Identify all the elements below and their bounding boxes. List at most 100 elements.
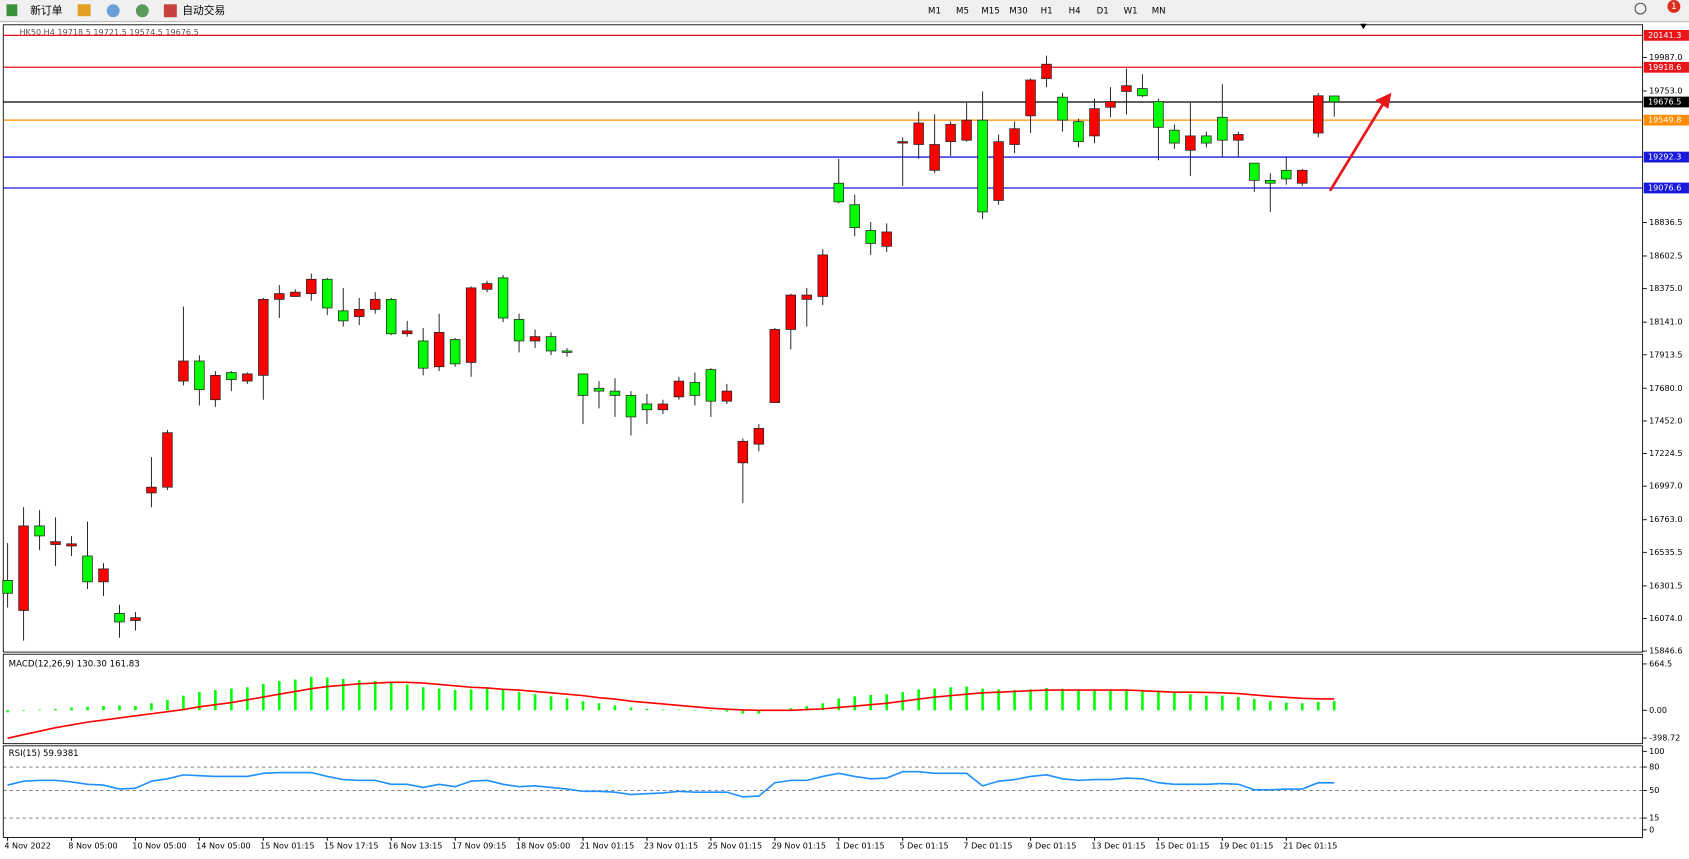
- x-tick-label: 29 Nov 01:15: [772, 841, 826, 851]
- y-tick-label: 17452.0: [1649, 415, 1682, 425]
- timeframe-button[interactable]: D1: [1097, 6, 1109, 16]
- macd-bar: [1221, 695, 1224, 711]
- candle-body: [1313, 95, 1324, 134]
- candle-body: [577, 373, 589, 396]
- candle-body: [721, 390, 733, 402]
- candle-body: [913, 122, 924, 145]
- x-tick-label: 15 Nov 01:15: [260, 841, 314, 851]
- candle-body: [34, 525, 45, 537]
- macd-bar: [1109, 690, 1112, 711]
- notification-badge[interactable]: [1667, 0, 1681, 13]
- candle-body: [641, 403, 653, 411]
- macd-bar: [597, 703, 601, 711]
- macd-bar: [549, 696, 553, 711]
- macd-bar: [725, 710, 729, 712]
- timeframe-button[interactable]: H4: [1069, 6, 1081, 16]
- auto-trading-button[interactable]: 自动交易: [182, 4, 225, 17]
- macd-bar: [437, 688, 441, 711]
- candle-body: [290, 291, 301, 297]
- macd-bar: [853, 696, 857, 711]
- candle-body: [657, 403, 669, 411]
- candle-body: [881, 231, 892, 247]
- price-tag: [1643, 96, 1689, 108]
- x-tick-label: 17 Nov 09:15: [452, 841, 506, 851]
- y-tick-label: 100: [1649, 746, 1664, 756]
- y-tick-label: 664.5: [1649, 658, 1672, 668]
- candle-body: [1329, 95, 1340, 103]
- timeframe-button[interactable]: M15: [981, 6, 999, 16]
- macd-bar: [661, 709, 665, 711]
- x-tick-label: 25 Nov 01:15: [708, 841, 762, 851]
- timeframe-button[interactable]: M1: [928, 6, 941, 16]
- price-tag: [1643, 61, 1689, 73]
- toolbar-icon[interactable]: [135, 4, 149, 18]
- timeframe-button[interactable]: M5: [956, 6, 969, 16]
- candle-body: [545, 336, 557, 352]
- timeframe-button[interactable]: W1: [1124, 6, 1138, 16]
- chart-title: HK50,H4 19718.5 19721.5 19574.5 19676.5: [19, 27, 198, 37]
- candle-body: [561, 350, 573, 353]
- macd-bar: [1332, 701, 1336, 711]
- candle-body: [1265, 179, 1276, 184]
- new-order-button[interactable]: 新订单: [30, 4, 63, 17]
- y-tick-label: -398.72: [1649, 733, 1680, 743]
- candle-body: [178, 360, 189, 382]
- macd-bar: [709, 710, 713, 711]
- x-tick-label: 7 Dec 01:15: [963, 841, 1012, 851]
- toolbar-icon[interactable]: [106, 4, 120, 18]
- y-tick-label: 16074.0: [1649, 613, 1682, 623]
- timeframe-button[interactable]: M30: [1009, 6, 1027, 16]
- macd-bar: [230, 688, 233, 711]
- candle-body: [1217, 116, 1228, 141]
- macd-bar: [677, 709, 681, 711]
- candle-body: [1281, 169, 1292, 180]
- candle-body: [1041, 63, 1052, 79]
- candle-body: [945, 124, 956, 143]
- y-tick-label: 17913.5: [1649, 349, 1682, 359]
- candle-body: [210, 374, 221, 401]
- candle-body: [401, 330, 413, 335]
- macd-bar: [645, 708, 649, 711]
- candle-body: [1009, 128, 1020, 145]
- indicator-line: [7, 770, 1335, 798]
- search-icon[interactable]: [1634, 2, 1647, 15]
- candle-body: [354, 309, 365, 317]
- timeframe-button[interactable]: H1: [1041, 6, 1053, 16]
- new-order-icon[interactable]: [6, 4, 18, 17]
- macd-bar: [997, 689, 1000, 711]
- y-tick-label: 80: [1649, 762, 1659, 772]
- macd-bar: [6, 710, 9, 713]
- macd-bar: [821, 703, 825, 711]
- macd-bar: [341, 678, 345, 711]
- macd-bar: [837, 698, 841, 711]
- x-tick-label: 14 Nov 05:00: [196, 841, 250, 851]
- indicator-line: [7, 681, 1335, 739]
- macd-bar: [1173, 692, 1176, 711]
- macd-panel: [2, 653, 1644, 745]
- toolbar-icon[interactable]: [77, 4, 91, 17]
- candle-body: [369, 298, 381, 310]
- candle-body: [785, 294, 797, 330]
- macd-bar: [805, 706, 809, 711]
- auto-trading-icon[interactable]: [163, 4, 177, 18]
- macd-bar: [1284, 702, 1288, 711]
- timeframe-button[interactable]: MN: [1152, 6, 1166, 16]
- macd-bar: [1061, 688, 1064, 711]
- y-tick-label: 17680.0: [1649, 383, 1682, 393]
- macd-bar: [693, 710, 697, 711]
- price-tag-label: 20141.3: [1648, 30, 1681, 40]
- macd-bar: [933, 688, 936, 711]
- macd-bar: [885, 694, 888, 711]
- macd-bar: [485, 688, 489, 711]
- y-tick-label: 19753.0: [1649, 86, 1682, 96]
- macd-bar: [246, 687, 249, 711]
- candle-body: [1185, 135, 1196, 151]
- macd-bar: [1189, 694, 1192, 711]
- macd-bar: [1205, 695, 1208, 711]
- macd-bar: [757, 710, 761, 714]
- candle-body: [322, 278, 333, 309]
- x-tick-label: 19 Dec 01:15: [1219, 841, 1273, 851]
- macd-bar: [357, 680, 361, 711]
- price-tag-label: 19076.6: [1648, 183, 1681, 193]
